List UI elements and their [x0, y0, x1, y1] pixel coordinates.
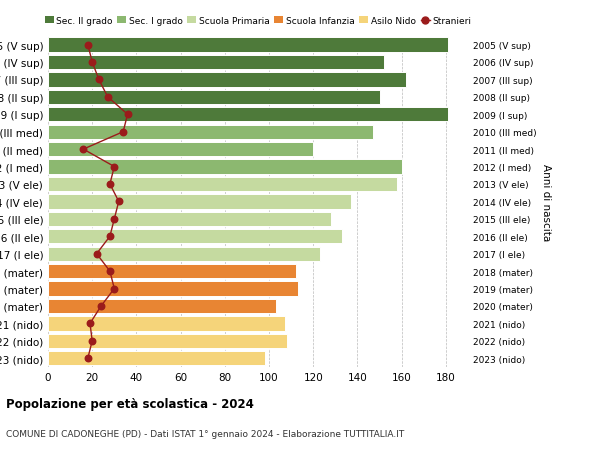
Bar — [48, 56, 384, 70]
Point — [92, 251, 101, 258]
Point — [110, 285, 119, 292]
Point — [118, 129, 128, 136]
Bar — [48, 247, 320, 261]
Point — [79, 146, 88, 153]
Bar — [48, 230, 342, 244]
Bar — [48, 212, 331, 226]
Point — [105, 268, 115, 275]
Point — [123, 112, 133, 119]
Bar — [48, 282, 298, 296]
Bar — [48, 143, 313, 157]
Point — [103, 94, 112, 101]
Bar — [48, 334, 287, 348]
Point — [88, 337, 97, 345]
Bar — [48, 178, 397, 192]
Bar — [48, 299, 275, 313]
Bar — [48, 90, 380, 105]
Bar — [48, 352, 265, 366]
Point — [105, 181, 115, 188]
Bar — [48, 264, 296, 279]
Bar — [48, 125, 373, 140]
Bar — [48, 108, 448, 122]
Point — [94, 77, 104, 84]
Y-axis label: Anni di nascita: Anni di nascita — [541, 163, 551, 241]
Bar — [48, 38, 448, 52]
Bar — [48, 160, 401, 174]
Bar — [48, 73, 406, 87]
Point — [85, 320, 95, 327]
Legend: Sec. II grado, Sec. I grado, Scuola Primaria, Scuola Infanzia, Asilo Nido, Stran: Sec. II grado, Sec. I grado, Scuola Prim… — [44, 17, 472, 26]
Point — [83, 355, 92, 362]
Bar — [48, 317, 284, 331]
Point — [114, 198, 124, 206]
Point — [110, 163, 119, 171]
Point — [83, 42, 92, 49]
Point — [96, 302, 106, 310]
Bar — [48, 195, 351, 209]
Text: Popolazione per età scolastica - 2024: Popolazione per età scolastica - 2024 — [6, 397, 254, 410]
Point — [88, 59, 97, 67]
Point — [105, 233, 115, 241]
Point — [110, 216, 119, 223]
Text: COMUNE DI CADONEGHE (PD) - Dati ISTAT 1° gennaio 2024 - Elaborazione TUTTITALIA.: COMUNE DI CADONEGHE (PD) - Dati ISTAT 1°… — [6, 429, 404, 438]
